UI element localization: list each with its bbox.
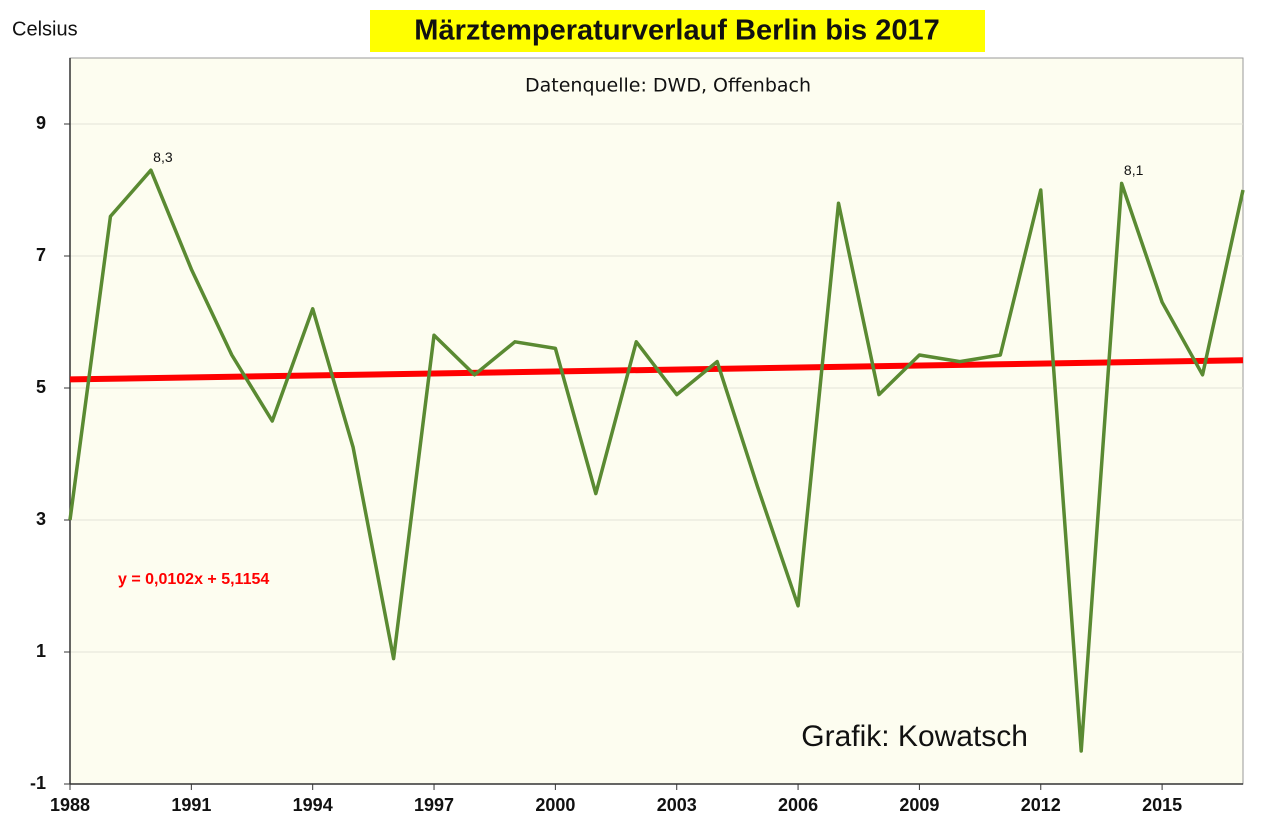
- y-tick-label: 5: [36, 377, 46, 397]
- x-tick-label: 2012: [1021, 795, 1061, 815]
- subtitle: Datenquelle: DWD, Offenbach: [525, 75, 811, 97]
- x-tick-label: 1994: [293, 795, 333, 815]
- y-tick-label: 9: [36, 113, 46, 133]
- y-tick-label: -1: [30, 773, 46, 793]
- x-tick-label: 2015: [1142, 795, 1182, 815]
- y-tick-label: 7: [36, 245, 46, 265]
- chart-title: Märztemperaturverlauf Berlin bis 2017: [414, 15, 939, 47]
- x-tick-label: 2003: [657, 795, 697, 815]
- trend-equation: y = 0,0102x + 5,1154: [118, 571, 269, 588]
- data-line: [68, 168, 1245, 753]
- x-tick-label: 1997: [414, 795, 454, 815]
- data-label: 8,1: [1124, 162, 1144, 178]
- y-tick-label: 1: [36, 641, 46, 661]
- x-tick-label: 2009: [899, 795, 939, 815]
- plot-area: [69, 57, 1244, 785]
- credit: Grafik: Kowatsch: [801, 720, 1028, 753]
- y-tick-label: 3: [36, 509, 46, 529]
- data-label: 8,3: [153, 149, 173, 165]
- x-tick-label: 1988: [50, 795, 90, 815]
- x-tick-label: 1991: [171, 795, 211, 815]
- x-tick-label: 2006: [778, 795, 818, 815]
- y-axis-label: Celsius: [12, 18, 78, 40]
- title-background: [370, 10, 985, 52]
- x-tick-label: 2000: [535, 795, 575, 815]
